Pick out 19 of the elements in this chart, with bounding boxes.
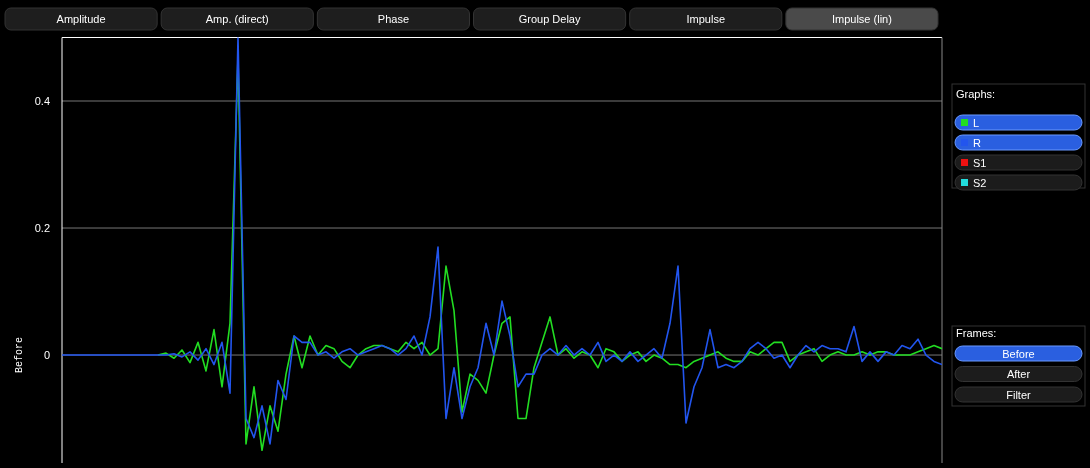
text: Phase (377, 13, 410, 25)
text: Frames: (956, 327, 997, 339)
text: Impulse (686, 13, 726, 25)
legend-label: S1 (973, 156, 987, 169)
text: After (1006, 368, 1031, 380)
y-axis-title: Before (14, 337, 25, 374)
legend-label: L (973, 116, 980, 129)
text: Impulse (lin) (831, 13, 892, 25)
text: Before (1002, 347, 1035, 360)
text: Group Delay (518, 13, 581, 25)
text: Amp. (direct) (205, 13, 269, 25)
y-tick-label: 0.4 (34, 95, 50, 108)
y-tick-label: 0.2 (34, 222, 50, 235)
text: Graphs: (956, 88, 996, 100)
text: Amplitude (56, 13, 106, 25)
legend-label: S2 (973, 176, 987, 189)
y-tick-label: 0 (43, 349, 50, 362)
text: Filter (1006, 388, 1032, 401)
legend-label: R (973, 136, 981, 149)
